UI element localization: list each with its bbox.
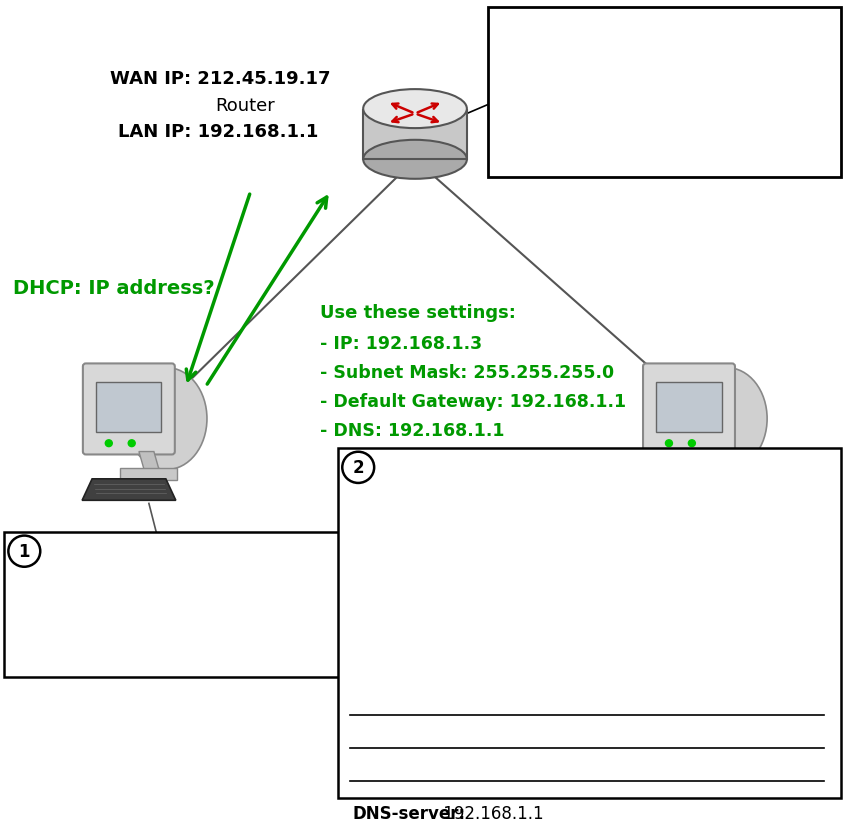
Text: - IP: 192.168.1.3: - IP: 192.168.1.3 xyxy=(321,335,483,353)
Polygon shape xyxy=(82,479,176,500)
FancyBboxPatch shape xyxy=(488,7,840,177)
Ellipse shape xyxy=(363,89,467,128)
Text: - Default Gateway: 192.168.1.1: - Default Gateway: 192.168.1.1 xyxy=(498,110,750,125)
FancyBboxPatch shape xyxy=(97,382,161,432)
FancyBboxPatch shape xyxy=(338,447,840,798)
Text: Then this computer starts, and it is
previously configured manually with
the sam: Then this computer starts, and it is pre… xyxy=(380,463,682,587)
Text: 255.255.255.0: 255.255.255.0 xyxy=(445,738,572,756)
FancyBboxPatch shape xyxy=(120,468,177,480)
Polygon shape xyxy=(139,452,159,469)
Text: 1: 1 xyxy=(19,543,30,561)
Text: - Subnet Mask: 255.255.255.0: - Subnet Mask: 255.255.255.0 xyxy=(321,364,615,382)
FancyBboxPatch shape xyxy=(4,531,343,677)
Text: LAN IP: 192.168.1.1: LAN IP: 192.168.1.1 xyxy=(119,123,319,141)
Ellipse shape xyxy=(126,368,207,470)
Ellipse shape xyxy=(687,368,767,470)
FancyBboxPatch shape xyxy=(83,363,175,455)
Text: Router: Router xyxy=(215,96,276,115)
Text: Subnet Mask:: Subnet Mask: xyxy=(352,738,480,756)
Text: 192.168.1.1: 192.168.1.1 xyxy=(415,771,520,789)
Text: 192.168.1.1: 192.168.1.1 xyxy=(438,804,544,822)
Circle shape xyxy=(689,440,695,447)
Text: - DNS: 192.168.1.1: - DNS: 192.168.1.1 xyxy=(321,423,505,441)
Polygon shape xyxy=(642,479,736,500)
Circle shape xyxy=(8,536,40,567)
FancyBboxPatch shape xyxy=(656,382,722,432)
FancyBboxPatch shape xyxy=(363,109,467,159)
Text: 2: 2 xyxy=(353,459,364,477)
Text: First this computer boots up
and obtains an IP address
via DHCP from the router: First this computer boots up and obtains… xyxy=(47,547,280,618)
Circle shape xyxy=(105,440,112,447)
Text: Gateway:: Gateway: xyxy=(352,771,440,789)
Circle shape xyxy=(128,440,135,447)
Text: IP ADDRESS CONFLICT!: IP ADDRESS CONFLICT! xyxy=(352,664,587,682)
Text: DHCP: IP address?: DHCP: IP address? xyxy=(14,279,215,298)
Text: - DNS: 192.168.1.1: - DNS: 192.168.1.1 xyxy=(498,140,650,155)
Text: IP:: IP: xyxy=(352,705,377,723)
Ellipse shape xyxy=(363,140,467,179)
FancyBboxPatch shape xyxy=(643,363,735,455)
Text: - Adresses: 192.168.1.3 – 254: - Adresses: 192.168.1.3 – 254 xyxy=(498,52,736,67)
Circle shape xyxy=(666,440,672,447)
Text: WAN IP: 212.45.19.17: WAN IP: 212.45.19.17 xyxy=(110,70,331,88)
Text: - Default Gateway: 192.168.1.1: - Default Gateway: 192.168.1.1 xyxy=(321,393,627,411)
Polygon shape xyxy=(699,452,719,469)
Text: DNS-server:: DNS-server: xyxy=(352,804,466,822)
FancyBboxPatch shape xyxy=(680,468,737,480)
Text: - Subnet Mask: 255.255.255.0: - Subnet Mask: 255.255.255.0 xyxy=(498,82,739,96)
Text: DHCP Pool:: DHCP Pool: xyxy=(498,23,611,41)
Circle shape xyxy=(343,452,374,483)
Text: Use these settings:: Use these settings: xyxy=(321,303,516,321)
Text: 192.168.1.3: 192.168.1.3 xyxy=(376,705,481,723)
